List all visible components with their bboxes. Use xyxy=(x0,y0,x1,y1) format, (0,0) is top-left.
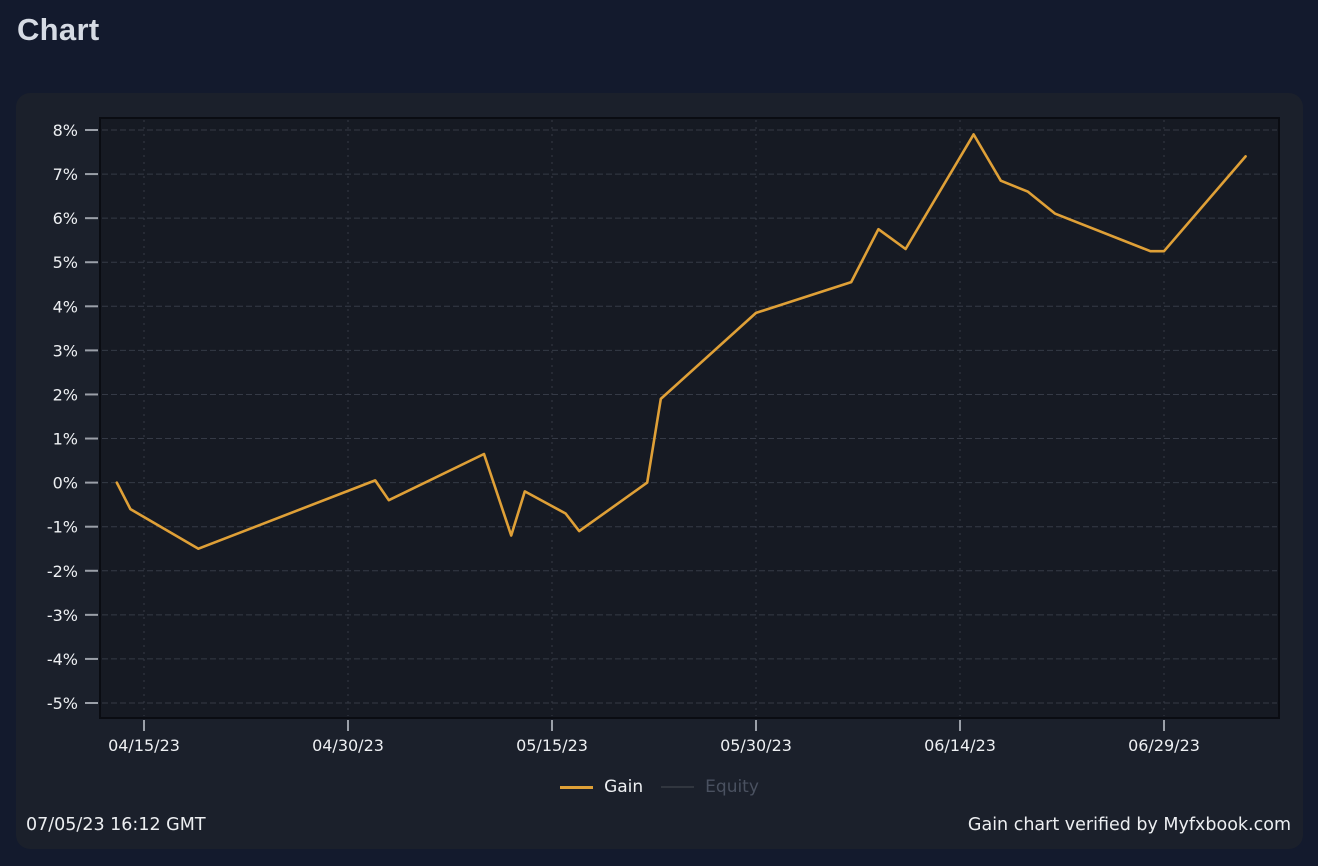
page-title: Chart xyxy=(17,12,100,47)
gain-line-swatch xyxy=(560,785,594,789)
legend-item-gain[interactable]: Gain xyxy=(560,777,643,797)
x-axis-label: 04/30/23 xyxy=(312,736,384,755)
legend-label-gain: Gain xyxy=(604,777,644,797)
gain-line xyxy=(115,133,1247,551)
x-axis-label: 04/15/23 xyxy=(108,736,180,755)
x-axis-label: 05/30/23 xyxy=(720,736,792,755)
x-axis-label: 06/14/23 xyxy=(924,736,996,755)
y-axis-label: 6% xyxy=(53,209,78,228)
y-axis-label: -4% xyxy=(47,650,78,669)
x-axis-label: 05/15/23 xyxy=(516,736,588,755)
gain-chart[interactable]: 8% 7% 6% 5% 4% 3% 2% 1% 0% -1% -2% -3% -4% -5% 04/15/2… xyxy=(16,93,1303,849)
y-axis-label: -1% xyxy=(47,518,78,537)
y-axis-label: -2% xyxy=(47,562,78,581)
panel-footer: 07/05/23 16:12 GMT Gain chart verified b… xyxy=(26,815,1291,835)
x-axis-label: 06/29/23 xyxy=(1128,736,1200,755)
chart-panel: 8% 7% 6% 5% 4% 3% 2% 1% 0% -1% -2% -3% -4% -5% 04/15/2… xyxy=(16,93,1303,849)
equity-line-swatch xyxy=(661,786,695,788)
y-axis-label: -3% xyxy=(47,606,78,625)
chart-legend: Gain Equity xyxy=(16,777,1303,797)
y-axis-label: 3% xyxy=(53,341,78,360)
legend-label-equity: Equity xyxy=(705,777,759,797)
y-axis-label: 8% xyxy=(53,121,78,140)
chart-timestamp: 07/05/23 16:12 GMT xyxy=(26,815,206,835)
plot-area[interactable] xyxy=(99,117,1280,719)
y-axis-label: 7% xyxy=(53,165,78,184)
legend-item-equity[interactable]: Equity xyxy=(661,777,759,797)
y-axis-label: 5% xyxy=(53,253,78,272)
y-axis-label: 1% xyxy=(53,430,78,449)
y-axis-label: 2% xyxy=(53,385,78,404)
y-axis-label: 0% xyxy=(53,474,78,493)
verification-text: Gain chart verified by Myfxbook.com xyxy=(967,815,1291,835)
y-axis-label: -5% xyxy=(47,694,78,713)
y-axis-label: 4% xyxy=(53,297,78,316)
